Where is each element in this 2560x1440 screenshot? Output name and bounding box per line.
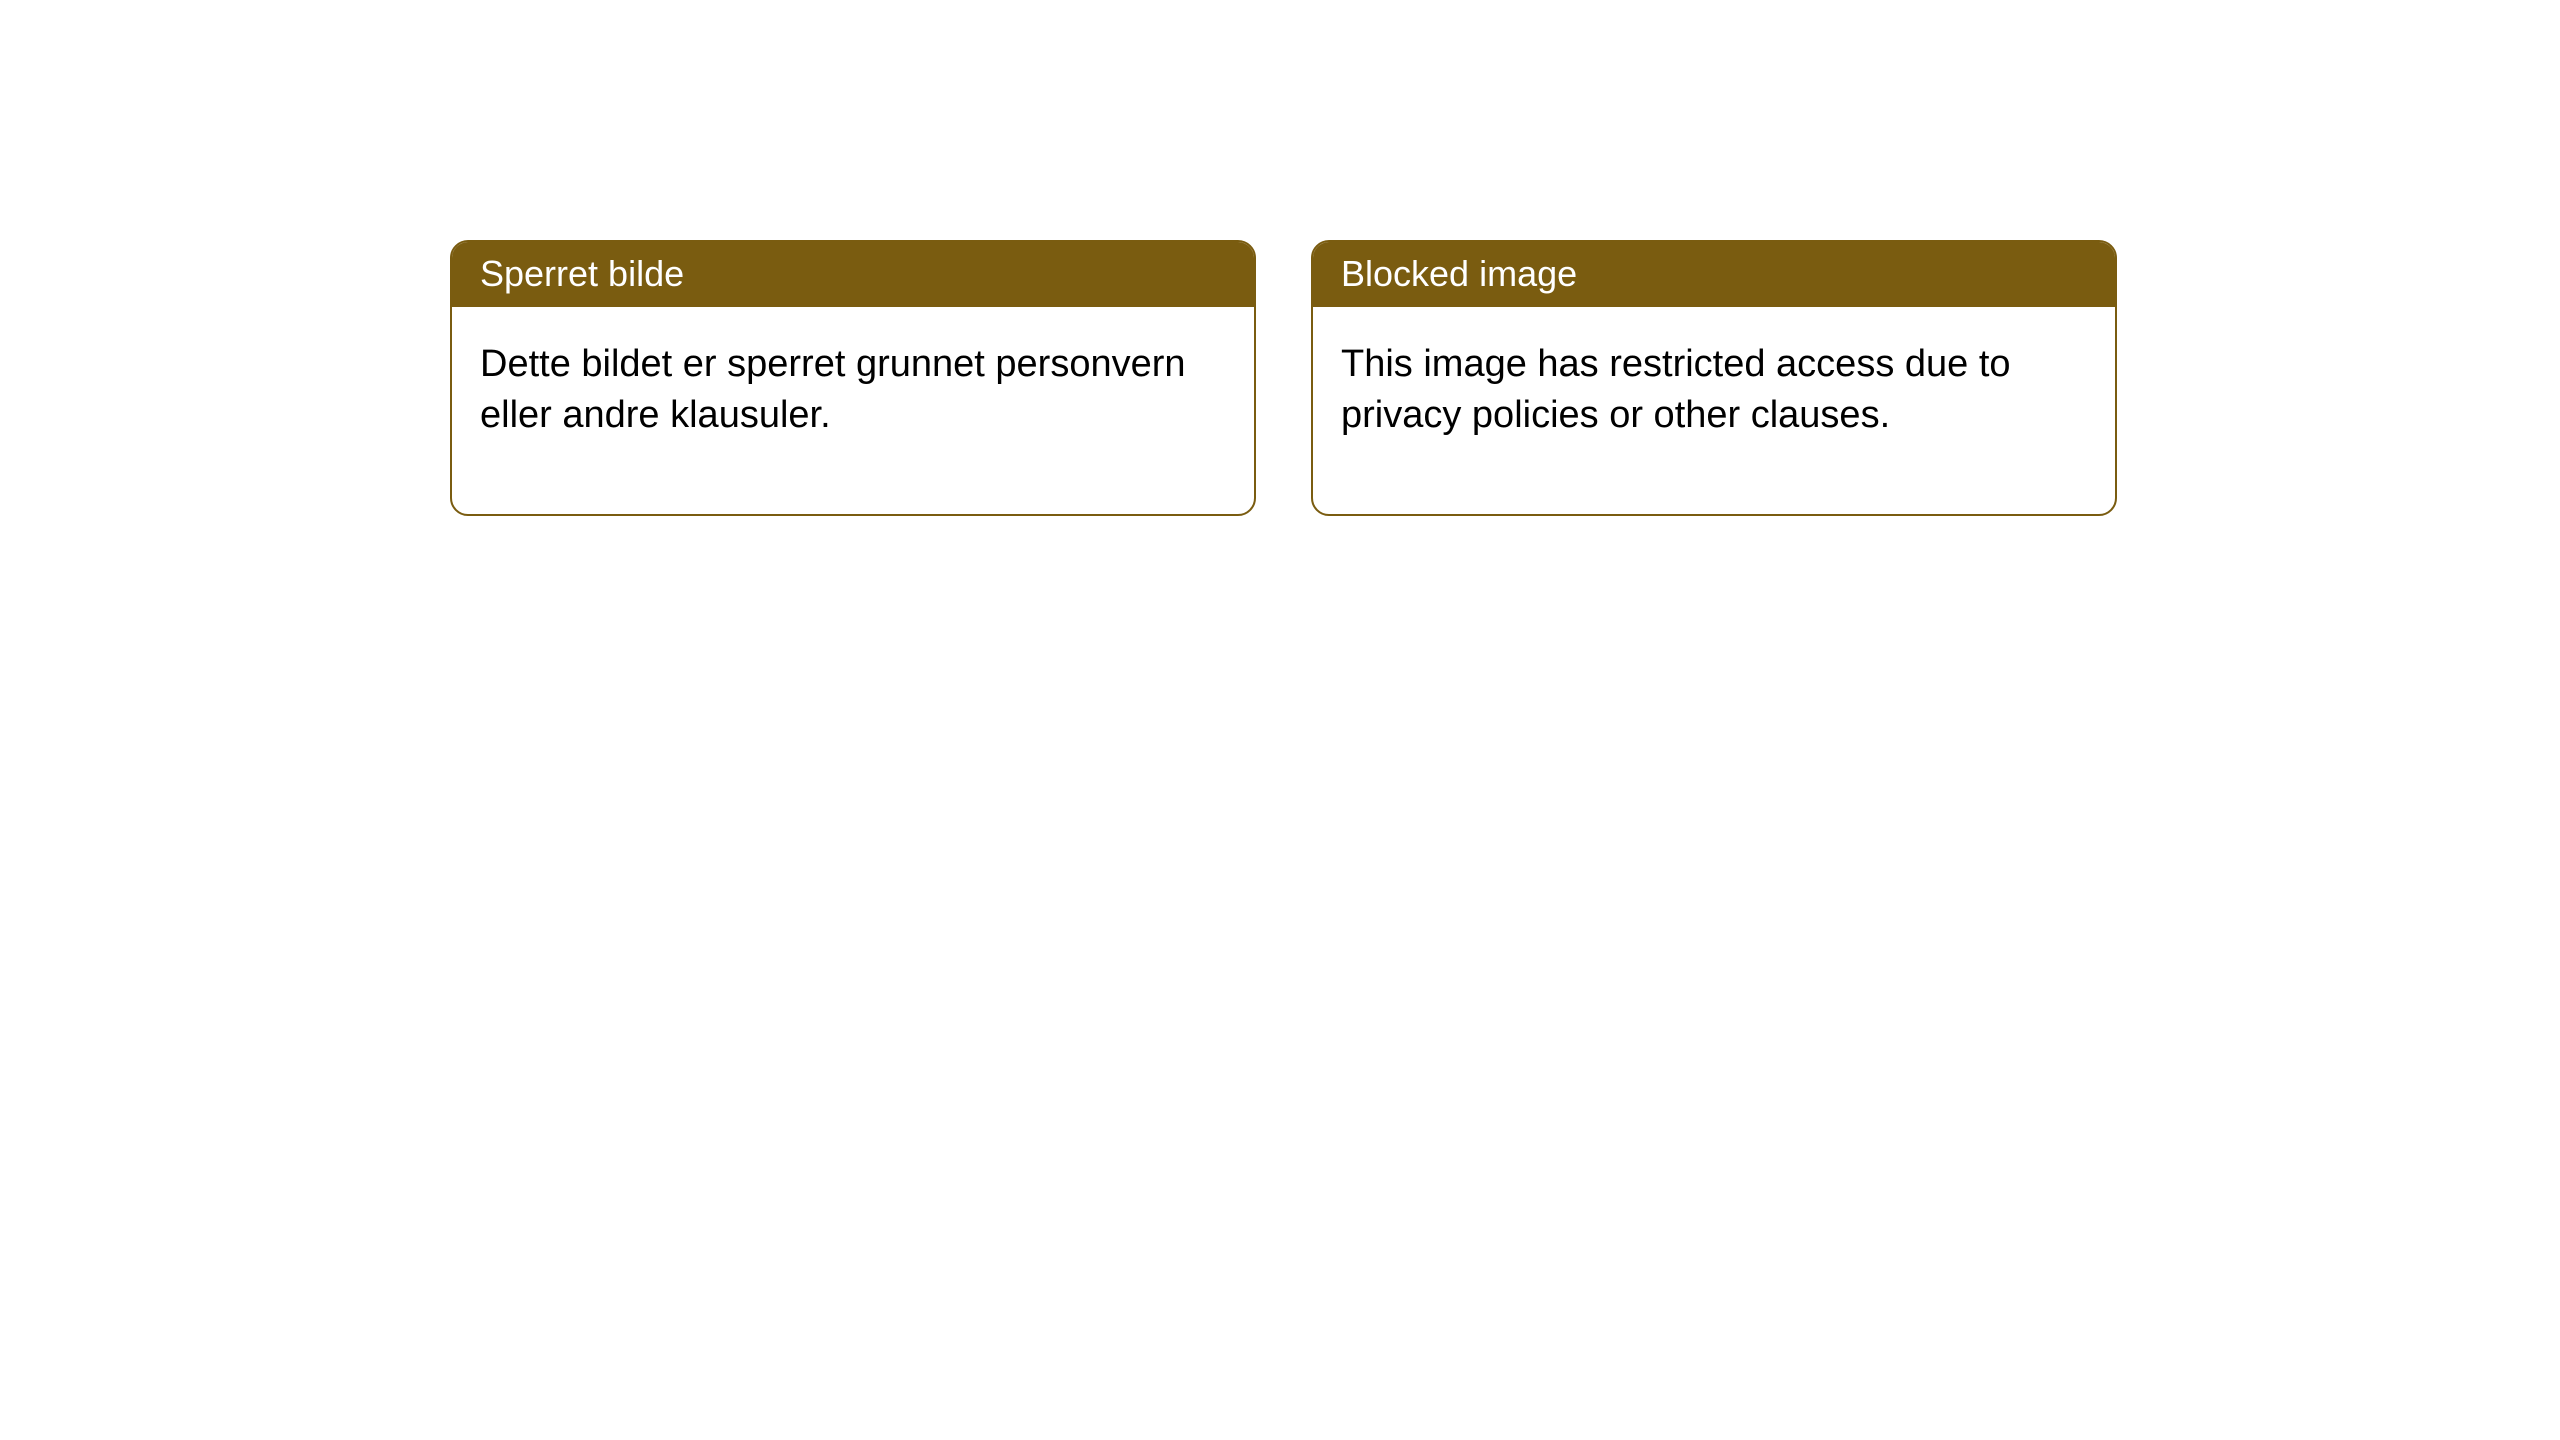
notice-card-norwegian: Sperret bilde Dette bildet er sperret gr… [450, 240, 1256, 516]
notice-body-english: This image has restricted access due to … [1313, 307, 2115, 514]
notice-title-english: Blocked image [1313, 242, 2115, 307]
notice-title-norwegian: Sperret bilde [452, 242, 1254, 307]
notice-container: Sperret bilde Dette bildet er sperret gr… [0, 0, 2560, 516]
notice-body-norwegian: Dette bildet er sperret grunnet personve… [452, 307, 1254, 514]
notice-card-english: Blocked image This image has restricted … [1311, 240, 2117, 516]
